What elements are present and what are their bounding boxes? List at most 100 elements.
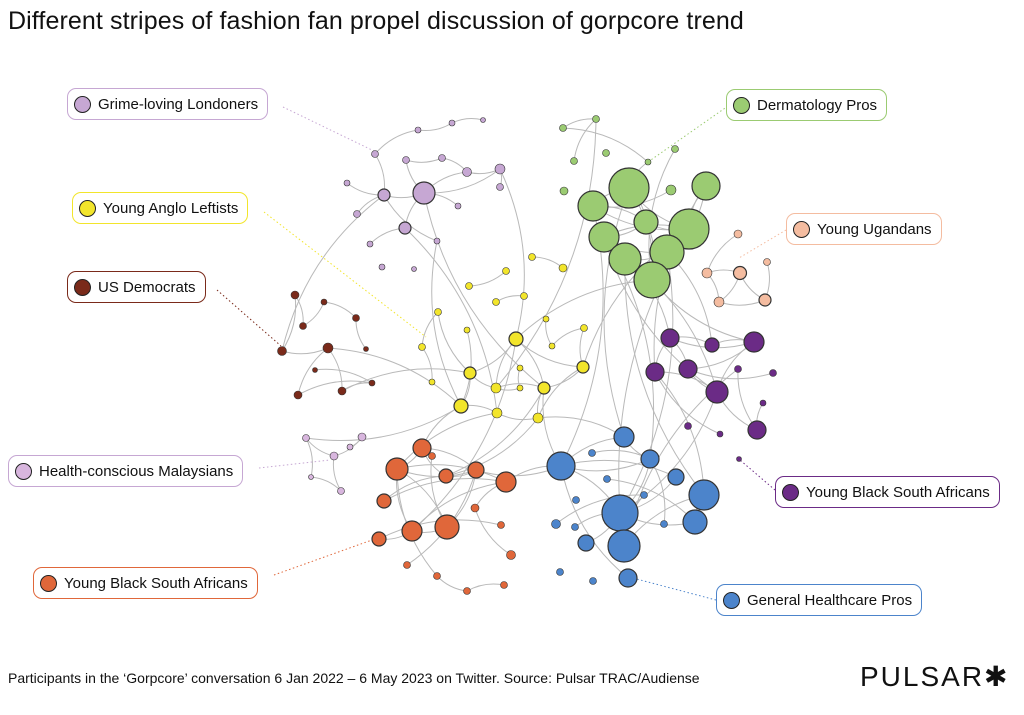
network-node [516,384,524,392]
label-leader-line [647,105,729,163]
network-edge [495,118,597,389]
network-node [491,407,503,419]
network-node [743,331,765,353]
network-node [588,449,596,457]
network-node [618,568,638,588]
network-node [363,346,369,352]
network-node [322,342,334,354]
network-edge [496,412,539,421]
community-name: Health-conscious Malaysians [39,462,234,480]
network-node [608,242,642,276]
network-node [376,493,392,509]
network-edge [305,405,462,442]
network-edge [573,118,597,162]
network-node [337,487,345,495]
network-edge [396,464,507,483]
us-democrats-swatch-icon [74,278,91,296]
community-label-general-healthcare-pros: General Healthcare Pros [716,584,923,616]
community-name: Young Ugandans [817,220,932,238]
young-black-south-africans-purple-swatch-icon [782,483,799,501]
community-label-young-black-south-africans-purple: Young Black South Africans [775,476,1000,508]
network-node [434,308,442,316]
network-edge [417,122,453,132]
network-edge [619,391,718,514]
network-node [551,519,561,529]
network-edge [421,311,439,348]
community-label-young-anglo-leftists: Young Anglo Leftists [72,192,249,224]
network-node [684,422,692,430]
network-edge [495,295,525,303]
network-node [433,237,441,245]
network-node [577,190,609,222]
network-node [520,292,528,300]
network-node [462,167,472,177]
network-edge [551,327,585,347]
network-node [667,468,685,486]
network-node [665,184,677,196]
network-edge [706,233,739,274]
network-node [418,343,426,351]
network-node [588,221,620,253]
network-node [470,503,480,513]
network-node [668,208,710,250]
network-node [343,179,351,187]
network-edge [281,347,329,355]
community-name: Young Anglo Leftists [103,199,239,217]
network-edge [421,346,433,383]
community-name: Grime-loving Londoners [98,95,259,113]
network-node [357,432,367,442]
network-edge [281,294,297,352]
network-node [704,337,720,353]
network-node [385,457,409,481]
network-node [495,471,517,493]
health-conscious-malaysians-swatch-icon [15,462,32,480]
network-node [645,362,665,382]
network-node [660,328,680,348]
network-node [337,386,347,396]
source-note: Participants in the ‘Gorpcore’ conversat… [8,670,700,686]
label-leader-line [739,459,776,491]
network-node [467,461,485,479]
network-node [492,298,500,306]
network-edge [327,347,462,407]
network-edge [445,387,545,477]
young-black-south-africans-orange-swatch-icon [40,574,57,592]
network-node [320,298,328,306]
network-edge [355,317,367,350]
network-edge [687,368,774,380]
label-leader-line [273,539,373,576]
network-node [463,326,471,334]
label-leader-line [628,576,717,601]
network-edge [310,476,342,492]
network-node [528,253,536,261]
network-node [644,158,652,166]
network-node [734,365,742,373]
network-node [308,474,314,480]
network-node [763,258,771,266]
network-edge [445,417,539,477]
network-node [516,364,524,372]
network-edge [515,338,584,368]
network-node [701,267,713,279]
network-node [607,529,641,563]
community-label-us-democrats: US Democrats [67,271,206,303]
network-node [716,430,724,438]
network-edge [302,301,325,327]
network-node [428,452,436,460]
network-node [412,438,432,458]
network-node [713,296,725,308]
network-node [508,331,524,347]
network-node [299,322,307,330]
community-label-health-conscious-malaysians: Health-conscious Malaysians [8,455,244,487]
network-node [433,572,441,580]
network-node [758,293,772,307]
network-node [371,531,387,547]
network-node [428,378,436,386]
network-node [678,359,698,379]
young-ugandans-swatch-icon [793,220,810,238]
network-edge [531,256,564,269]
network-node [603,475,611,483]
network-node [496,183,504,191]
chart-title: Different stripes of fashion fan propel … [8,7,744,35]
